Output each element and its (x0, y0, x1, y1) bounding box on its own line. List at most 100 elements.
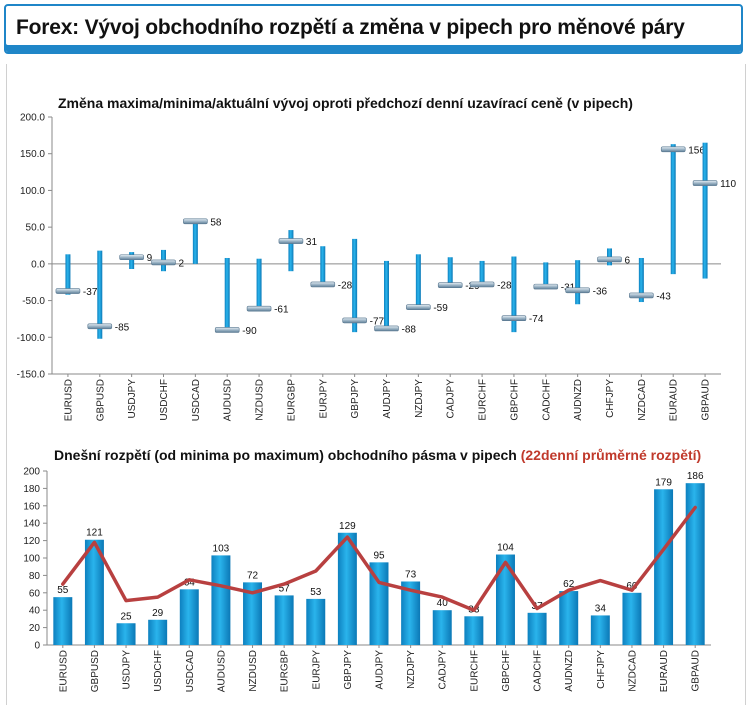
chart1-range-bar (543, 262, 549, 289)
chart2-bar (337, 532, 357, 645)
chart1-range-bar (129, 252, 135, 269)
chart2-x-tick-label: USDJPY (122, 650, 133, 690)
chart1-title: Změna maxima/minima/aktuální vývoj oprot… (58, 95, 633, 111)
chart1-data-label: -28 (497, 280, 512, 291)
chart2-bar (527, 612, 547, 645)
chart1-range-bar (352, 238, 358, 333)
chart1-y-tick-label: -100.0 (17, 333, 46, 344)
chart2-data-label: 60 (626, 581, 638, 592)
chart2-x-tick-label: EURUSD (58, 650, 69, 692)
chart1-data-label: -77 (370, 316, 385, 327)
chart1-x-tick-label: EURUSD (63, 379, 74, 421)
chart1-current-marker (437, 282, 463, 288)
chart1-current-marker (183, 218, 208, 225)
chart2-data-label: 64 (184, 577, 196, 588)
chart2-data-label: 129 (339, 521, 356, 532)
chart1-x-tick-label: CADCHF (541, 379, 552, 421)
chart2-data-label: 103 (213, 543, 230, 554)
chart1-x-tick-label: GBPUSD (95, 379, 106, 421)
chart1-current-marker (629, 292, 654, 299)
chart2-x-tick-label: USDCHF (153, 650, 164, 692)
chart2-x-tick-label: GBPAUD (691, 650, 702, 692)
chart2-x-tick-label: AUDNZD (564, 650, 575, 692)
chart1-data-label: 6 (625, 255, 631, 266)
chart2-data-label: 29 (152, 608, 164, 619)
chart2-bar (211, 555, 231, 645)
chart2-bar (495, 554, 515, 645)
chart1-x-tick-label: GBPCHF (509, 379, 520, 421)
chart2-y-tick-label: 120 (23, 536, 40, 547)
chart2-title: Dnešní rozpětí (od minima po maximum) ob… (54, 447, 701, 463)
chart1-y-tick-label: -50.0 (22, 296, 45, 307)
chart1-range-bar (65, 254, 71, 295)
chart2-x-tick-label: EURCHF (469, 650, 480, 692)
chart2-data-label: 25 (120, 611, 132, 622)
chart2-y-tick-label: 20 (29, 623, 41, 634)
chart1-current-marker (501, 315, 527, 321)
chart2-data-label: 40 (437, 598, 449, 609)
chart1-x-tick-label: NZDJPY (414, 379, 425, 418)
chart1-data-label: 58 (210, 217, 222, 228)
chart2-x-tick-label: EURGBP (280, 650, 291, 693)
chart2-bar (432, 610, 452, 645)
chart1-x-tick-label: EURJPY (318, 379, 329, 419)
chart1-range-bar (256, 258, 262, 311)
chart2-x-tick-label: GBPCHF (501, 650, 512, 692)
chart1-x-tick-label: USDJPY (127, 379, 138, 419)
chart2-title-main: Dnešní rozpětí (od minima po maximum) ob… (54, 447, 517, 463)
chart2-x-tick-label: CHFJPY (596, 650, 607, 689)
chart2-bar (179, 589, 199, 645)
chart2-x-tick-label: EURJPY (311, 650, 322, 690)
chart1-x-tick-label: USDCAD (191, 379, 202, 421)
chart1-x-tick-label: CHFJPY (605, 379, 616, 418)
chart1-data-label: -61 (274, 305, 289, 316)
chart2-y-tick-label: 200 (23, 467, 40, 478)
chart2-data-label: 55 (57, 585, 69, 596)
chart1-current-marker (469, 281, 495, 288)
chart1-data-label: -28 (338, 280, 353, 291)
chart2-data-label: 53 (310, 587, 322, 598)
chart1-current-marker (374, 325, 399, 332)
chart1-data-label: -37 (83, 287, 98, 298)
chart1-current-marker (87, 323, 113, 330)
page-header: Forex: Vývoj obchodního rozpětí a změna … (4, 4, 743, 54)
chart2-x-tick-label: USDCAD (185, 650, 196, 692)
chart2-x-tick-label: NZDUSD (248, 650, 259, 692)
chart1-range-bar (384, 260, 389, 330)
chart1-range-bar (320, 246, 326, 286)
chart1-current-marker (119, 254, 144, 261)
chart1-y-tick-label: 100.0 (20, 186, 45, 197)
chart2-bar (401, 581, 421, 645)
chart2-title-highlight: (22denní průměrné rozpětí) (520, 447, 702, 463)
chart2-bar (306, 598, 326, 645)
chart2-y-tick-label: 80 (29, 571, 41, 582)
chart2-data-label: 57 (279, 583, 291, 594)
chart2-bar (590, 615, 610, 645)
chart1-x-tick-label: EURGBP (286, 379, 297, 422)
chart1-range-bar (638, 257, 644, 303)
chart2-x-tick-label: GBPUSD (90, 650, 101, 692)
chart2-data-label: 121 (86, 528, 103, 539)
chart1-data-label: 156 (688, 145, 705, 156)
chart2-data-label: 104 (497, 543, 514, 554)
chart2-bar (559, 591, 579, 645)
chart1-x-tick-label: AUDUSD (223, 379, 234, 421)
chart2-x-tick-label: AUDUSD (216, 650, 227, 692)
chart2-bar (464, 616, 484, 645)
chart1-current-marker (565, 287, 590, 294)
chart2-y-tick-label: 40 (29, 606, 41, 617)
chart2-y-tick-label: 100 (23, 554, 40, 565)
chart2-data-label: 73 (405, 569, 417, 580)
chart2-y-tick-label: 160 (23, 501, 40, 512)
chart1-y-tick-label: 150.0 (20, 149, 45, 160)
chart2-data-label: 34 (595, 603, 607, 614)
chart2-x-tick-label: EURAUD (659, 650, 670, 692)
chart2-data-label: 95 (373, 550, 385, 561)
chart2-y-tick-label: 180 (23, 484, 40, 495)
chart2-bar (654, 489, 674, 645)
chart1-current-marker (406, 304, 431, 310)
chart2-x-tick-label: AUDJPY (375, 650, 386, 690)
chart1-range-bar (192, 219, 198, 264)
chart1-data-label: 31 (306, 237, 318, 248)
